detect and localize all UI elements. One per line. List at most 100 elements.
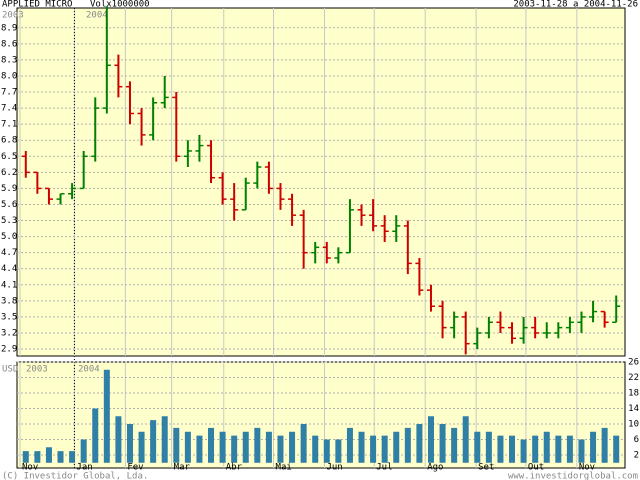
volume-bar: [184, 431, 191, 463]
y-tick-label: 5.9: [1, 184, 17, 194]
volume-bar: [370, 435, 377, 463]
y-tick-label: 6.5: [1, 152, 17, 162]
y-tick-label: 5.0: [1, 232, 17, 242]
x-tick-label: Nov: [22, 463, 38, 473]
volume-bar: [358, 431, 365, 463]
volume-bar: [404, 427, 411, 463]
volume-bar: [312, 435, 319, 463]
y-tick-label: 8.0: [1, 71, 17, 81]
y-tick-label: 8.6: [1, 39, 17, 49]
volume-bar: [219, 431, 226, 463]
volume-bar: [45, 447, 52, 463]
x-tick-label: Fev: [127, 463, 143, 473]
x-tick-label: Set: [478, 463, 494, 473]
y-tick-label: 26: [628, 358, 639, 368]
volume-bar: [613, 435, 620, 463]
year-label: 2004: [86, 11, 108, 21]
volume-bar: [416, 424, 423, 463]
y-tick-label: 8.3: [1, 55, 17, 65]
volume-bar: [346, 427, 353, 463]
y-tick-label: 5.6: [1, 200, 17, 210]
volume-bar: [555, 435, 562, 463]
y-tick-label: 4.7: [1, 248, 17, 258]
volume-bar: [254, 427, 261, 463]
volume-bar: [265, 431, 272, 463]
y-tick-label: 6: [634, 435, 639, 445]
volume-bar: [289, 431, 296, 463]
x-tick-label: Jun: [326, 463, 342, 473]
volume-bar: [161, 416, 168, 463]
y-tick-label: 8.9: [1, 23, 17, 33]
volume-bar: [138, 431, 145, 463]
volume-bar: [231, 435, 238, 463]
volume-bar: [208, 427, 215, 463]
y-tick-label: 14: [628, 404, 639, 414]
volume-bar: [520, 439, 527, 463]
copyright: (C) Investidor Global, Lda.: [2, 472, 148, 480]
y-tick-label: 4.4: [1, 264, 17, 274]
y-tick-label: 5.3: [1, 216, 17, 226]
y-tick-label: 18: [628, 389, 639, 399]
y-tick-label: 4.1: [1, 280, 17, 290]
volume-bar: [543, 431, 550, 463]
x-tick-label: Out: [528, 463, 544, 473]
y-tick-label: 3.8: [1, 296, 17, 306]
x-tick-label: Abr: [226, 463, 243, 473]
y-tick-label: 2: [634, 451, 639, 461]
year-label: 2003: [26, 365, 48, 375]
volume-bar: [300, 424, 307, 463]
volume-bar: [439, 424, 446, 463]
volume-bar: [451, 427, 458, 463]
volume-bar: [173, 427, 180, 463]
x-tick-label: Jan: [76, 463, 92, 473]
x-tick-label: Nov: [579, 463, 595, 473]
volume-bar: [150, 420, 157, 463]
volume-bar: [126, 424, 133, 463]
volume-bar: [381, 435, 388, 463]
volume-bar: [566, 435, 573, 463]
volume-bar: [474, 431, 481, 463]
volume-bar: [196, 435, 203, 463]
volume-bar: [57, 451, 64, 463]
volume-bar: [22, 451, 29, 463]
year-label: 2004: [78, 365, 100, 375]
volume-bar: [103, 369, 110, 463]
y-tick-label: 3.5: [1, 312, 17, 322]
date-range: 2003-11-28 a 2004-11-26: [513, 0, 638, 10]
volume-bar: [509, 435, 516, 463]
x-tick-label: Mar: [174, 463, 191, 473]
y-tick-label: 7.7: [1, 88, 17, 98]
y-tick-label: 3.2: [1, 328, 17, 338]
volume-bar: [578, 439, 585, 463]
volume-bar: [590, 431, 597, 463]
website: www.investidorglobal.com: [508, 472, 638, 480]
volume-bar: [601, 427, 608, 463]
volume-bar: [462, 416, 469, 463]
y-tick-label: 7.4: [1, 104, 17, 114]
volume-bar: [69, 451, 76, 463]
volume-bar: [427, 416, 434, 463]
year-label: 2003: [2, 11, 24, 21]
volume-bar: [393, 431, 400, 463]
volume-bar: [335, 439, 342, 463]
volume-bar: [92, 408, 99, 463]
volume-bar: [497, 435, 504, 463]
volume-bar: [34, 451, 41, 463]
y-tick-label: 22: [628, 373, 639, 383]
volume-bar: [485, 431, 492, 463]
x-tick-label: Mai: [276, 463, 292, 473]
y-tick-label: 10: [628, 420, 639, 430]
volume-bar: [277, 435, 284, 463]
volume-label: Volx1000000: [90, 0, 150, 10]
volume-bar: [242, 431, 249, 463]
volume-bar: [532, 435, 539, 463]
y-tick-label: 6.2: [1, 168, 17, 178]
y-tick-label: 6.8: [1, 136, 17, 146]
volume-bar: [323, 439, 330, 463]
x-tick-label: Ago: [427, 463, 443, 473]
volume-bar: [80, 439, 87, 463]
volume-bar: [115, 416, 122, 463]
y-tick-label: 2.9: [1, 345, 17, 355]
title: APPLIED MICRO: [2, 0, 72, 10]
